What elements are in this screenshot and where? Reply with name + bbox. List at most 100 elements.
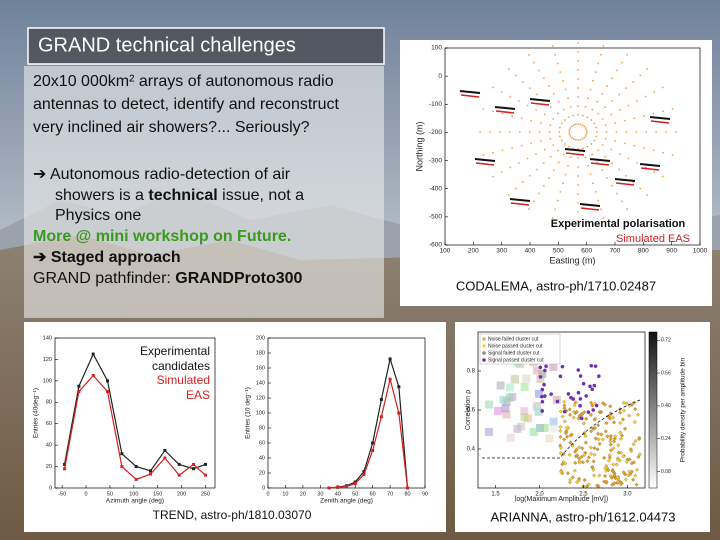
antenna-dot bbox=[562, 153, 565, 156]
noise-point bbox=[609, 475, 614, 480]
intro-line: antennas to detect, identify and reconst… bbox=[33, 96, 340, 113]
antenna-dot bbox=[591, 108, 594, 111]
antenna-dot bbox=[639, 187, 642, 190]
noise-point bbox=[583, 433, 588, 438]
antenna-dot bbox=[577, 220, 579, 222]
series-point bbox=[177, 473, 181, 477]
noise-point bbox=[573, 460, 578, 465]
noise-point bbox=[572, 409, 576, 414]
noise-point bbox=[588, 445, 593, 450]
y-axis-label: Entries (10 deg⁻¹) bbox=[245, 387, 252, 439]
antenna-dot bbox=[587, 97, 589, 100]
antenna-dot bbox=[595, 135, 597, 138]
antenna-dot bbox=[567, 116, 570, 119]
noise-point bbox=[614, 462, 619, 467]
antenna-dot bbox=[581, 114, 584, 117]
antenna-dot bbox=[662, 151, 664, 154]
x-tick-label: 150 bbox=[153, 491, 162, 497]
y-axis-label: Northing (m) bbox=[414, 121, 424, 171]
antenna-dot bbox=[530, 119, 533, 122]
y-tick-label: -300 bbox=[429, 157, 442, 164]
simulated-dash bbox=[510, 202, 530, 206]
antenna-dot bbox=[563, 119, 566, 121]
antenna-dot bbox=[569, 105, 572, 108]
series-point bbox=[336, 485, 340, 489]
noise-point bbox=[607, 455, 612, 460]
noise-point bbox=[577, 460, 582, 465]
noise-point bbox=[610, 469, 615, 474]
antenna-dot bbox=[642, 147, 645, 149]
antenna-dot bbox=[577, 157, 579, 159]
antenna-dot bbox=[599, 208, 602, 211]
signal-point bbox=[542, 382, 546, 387]
noise-point bbox=[627, 469, 632, 474]
noise-point bbox=[637, 437, 642, 441]
antenna-dot bbox=[538, 131, 541, 133]
y-tick-label: 0.6 bbox=[467, 408, 476, 414]
antenna-dot bbox=[543, 113, 546, 116]
signal-point bbox=[555, 399, 560, 404]
antenna-dot bbox=[558, 131, 561, 133]
noise-point bbox=[619, 436, 624, 441]
y-tick-label: 40 bbox=[259, 455, 265, 461]
workshop-link[interactable]: More @ mini workshop on Future. bbox=[33, 228, 291, 245]
noise-point bbox=[608, 442, 613, 447]
antenna-dot bbox=[530, 142, 533, 145]
x-tick-label: 1.5 bbox=[491, 492, 500, 498]
signal-point bbox=[540, 387, 545, 392]
noise-point bbox=[568, 477, 573, 482]
series-point bbox=[120, 465, 124, 469]
antenna-dot bbox=[606, 176, 609, 179]
heatmap-cell bbox=[533, 366, 542, 375]
y-axis-label: Correlation ρ bbox=[465, 390, 472, 430]
series-point bbox=[388, 357, 392, 361]
noise-point bbox=[612, 420, 616, 425]
series-point bbox=[371, 441, 375, 445]
text-span: showers is a bbox=[55, 187, 148, 204]
antenna-dot bbox=[577, 202, 579, 204]
antenna-dot bbox=[543, 148, 546, 151]
heatmap-cell bbox=[485, 427, 494, 436]
noise-point bbox=[631, 460, 636, 465]
heatmap-cell bbox=[501, 404, 510, 413]
polarisation-dash bbox=[614, 178, 636, 182]
colorbar-tick-label: 0.08 bbox=[661, 469, 671, 475]
noise-point bbox=[580, 412, 585, 417]
bullet-line: Physics one bbox=[55, 207, 141, 224]
x-tick-label: 70 bbox=[387, 491, 393, 497]
intro-line: 20x10 000km² arrays of autonomous radio bbox=[33, 73, 334, 90]
antenna-dot bbox=[577, 105, 579, 107]
noise-point bbox=[567, 452, 572, 457]
y-tick-label: -400 bbox=[429, 185, 442, 192]
x-tick-label: 20 bbox=[300, 491, 306, 497]
antenna-dot bbox=[542, 162, 545, 165]
antenna-dot bbox=[644, 95, 647, 98]
noise-point bbox=[584, 416, 589, 421]
antenna-dot bbox=[585, 129, 588, 131]
y-tick-label: 100 bbox=[43, 378, 52, 384]
simulated-dash bbox=[650, 120, 670, 124]
series-point bbox=[327, 486, 331, 490]
codalema-panel bbox=[400, 40, 712, 306]
noise-point bbox=[611, 446, 616, 451]
noise-point bbox=[608, 436, 613, 441]
noise-point bbox=[559, 469, 564, 474]
noise-point bbox=[597, 441, 602, 446]
antenna-dot bbox=[597, 112, 600, 115]
plot-frame bbox=[444, 47, 701, 246]
antenna-dot bbox=[601, 92, 604, 95]
noise-point bbox=[582, 452, 587, 457]
noise-point bbox=[579, 454, 584, 459]
polarisation-dash bbox=[509, 198, 531, 202]
antenna-dot bbox=[556, 112, 559, 115]
antenna-dot bbox=[594, 71, 597, 74]
y-tick-label: 20 bbox=[46, 464, 52, 470]
noise-point bbox=[608, 434, 613, 439]
noise-point bbox=[633, 473, 638, 478]
noise-point bbox=[618, 410, 623, 415]
antenna-dot bbox=[642, 115, 645, 117]
noise-point bbox=[618, 430, 623, 435]
antenna-dot bbox=[521, 80, 524, 83]
signal-point bbox=[540, 399, 545, 404]
noise-point bbox=[632, 420, 637, 425]
